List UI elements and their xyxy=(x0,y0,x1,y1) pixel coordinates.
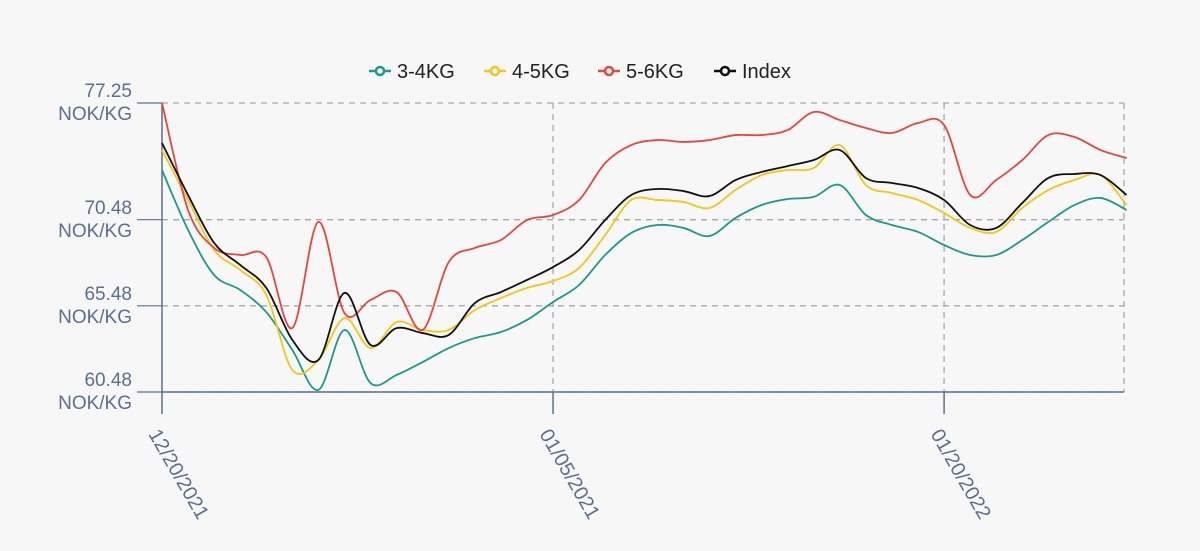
legend-label: 5-6KG xyxy=(626,61,684,83)
y-tick-label: 70.48 NOK/KG xyxy=(58,197,132,242)
series-line xyxy=(161,102,1127,331)
series-line xyxy=(161,144,1128,376)
legend-item: 3-4KG xyxy=(369,61,455,83)
legend-label: 4-5KG xyxy=(512,61,570,83)
series-line xyxy=(161,142,1128,363)
x-tick-label: 12/20/2021 xyxy=(144,426,213,524)
legend-marker xyxy=(603,65,615,77)
y-tick-label: 65.48 NOK/KG xyxy=(58,283,132,328)
legend-item: Index xyxy=(714,61,791,83)
legend-item: 4-5KG xyxy=(484,61,570,83)
legend-marker xyxy=(719,65,731,77)
legend-marker xyxy=(374,65,386,77)
legend-label: 3-4KG xyxy=(397,61,455,83)
legend-item: 5-6KG xyxy=(598,61,684,83)
y-tick-label: 60.48 NOK/KG xyxy=(58,370,132,414)
legend-label: Index xyxy=(742,61,791,83)
x-tick-label: 01/20/2022 xyxy=(926,426,995,524)
y-tick-label: 77.25 NOK/KG xyxy=(58,81,132,125)
x-tick-label: 01/05/2021 xyxy=(535,426,604,524)
series-line xyxy=(161,169,1127,391)
legend-marker xyxy=(489,65,501,77)
